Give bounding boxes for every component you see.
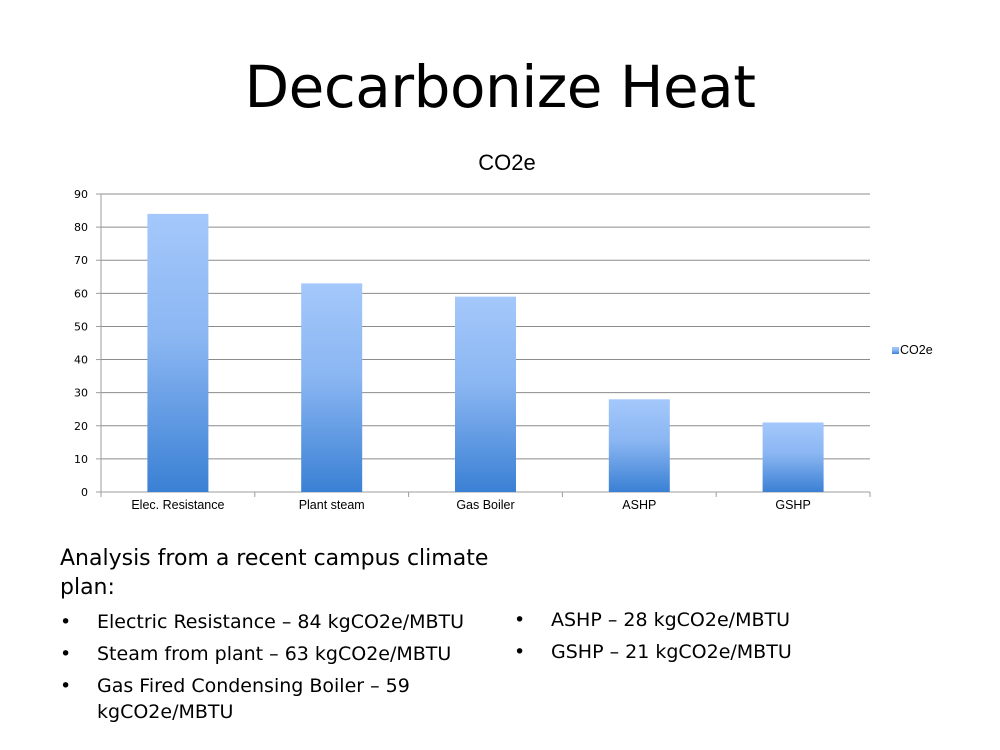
y-tick-label: 30 [74,387,88,400]
bar [147,213,209,492]
y-tick-label: 50 [74,320,88,333]
bullet-item: Gas Fired Condensing Boiler – 59 kgCO2e/… [60,673,500,725]
y-tick-label: 40 [74,354,88,367]
analysis-intro: Analysis from a recent campus climate pl… [60,546,489,600]
x-tick-label: Gas Boiler [456,498,514,512]
bars [147,213,824,492]
legend-label: CO2e [900,343,933,357]
y-tick-label: 20 [74,420,88,433]
bar [608,399,670,492]
y-tick-label: 0 [81,486,88,499]
legend: CO2e [892,343,933,357]
y-tick-label: 90 [74,188,88,201]
x-tick-label: Elec. Resistance [131,498,224,512]
bar [455,296,516,492]
chart-title: CO2e [478,150,535,175]
co2e-bar-chart: CO2e 0 10 20 30 40 50 60 70 80 90 Elec. Resistanc… [74,150,933,512]
y-tick-label: 80 [74,221,88,234]
legend-swatch [892,347,899,354]
x-axis-ticks: Elec. Resistance Plant steam Gas Boiler ASH… [100,492,871,512]
x-tick-label: GSHP [775,498,810,512]
bullet-list-left: Electric Resistance – 84 kgCO2e/MBTU Ste… [60,609,500,731]
y-tick-label: 70 [74,254,88,267]
y-axis-ticks: 0 10 20 30 40 50 60 70 80 90 [74,188,101,499]
bullet-item: ASHP – 28 kgCO2e/MBTU [514,607,934,633]
x-tick-label: ASHP [622,498,656,512]
slide-title: Decarbonize Heat [244,53,756,121]
bullet-list-right: ASHP – 28 kgCO2e/MBTU GSHP – 21 kgCO2e/M… [514,607,934,671]
y-tick-label: 60 [74,287,88,300]
bar [762,422,824,492]
bullet-item: Steam from plant – 63 kgCO2e/MBTU [60,641,500,667]
x-tick-label: Plant steam [299,498,365,512]
bullet-item: Electric Resistance – 84 kgCO2e/MBTU [60,609,500,635]
bullet-item: GSHP – 21 kgCO2e/MBTU [514,639,934,665]
bar [301,283,363,492]
y-tick-label: 10 [74,453,88,466]
